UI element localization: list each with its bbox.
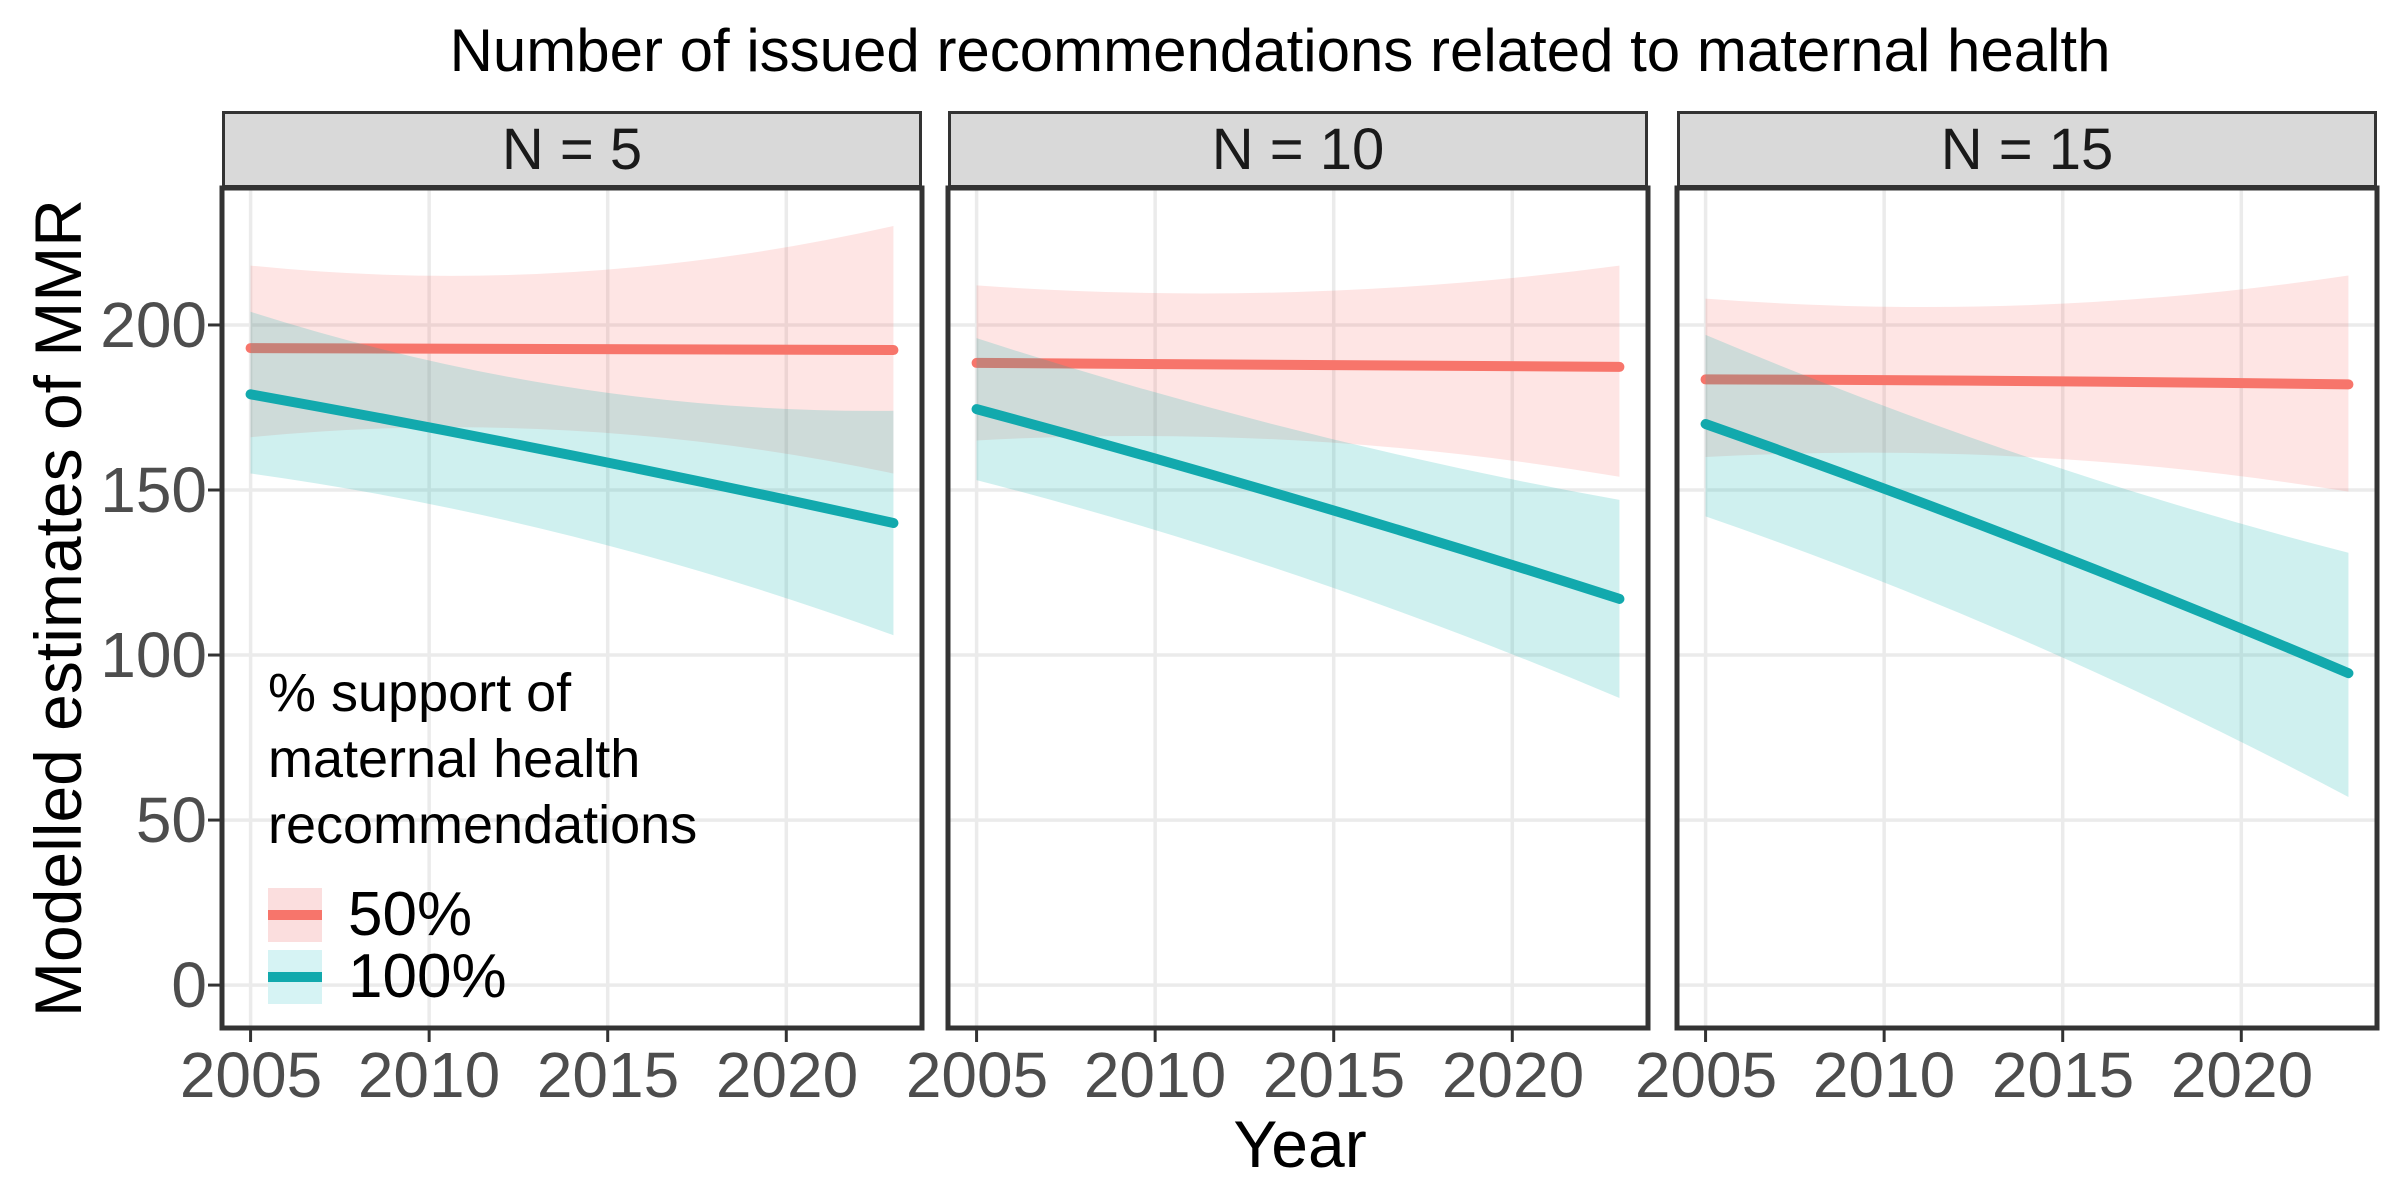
y-tick-label: 150 xyxy=(100,454,207,526)
facet-panel-n5 xyxy=(208,185,925,1042)
x-tick-label: 2005 xyxy=(905,1039,1049,1111)
panel-canvas xyxy=(945,185,1651,1042)
panel-canvas xyxy=(1674,185,2380,1042)
facet-strip-n15: N = 15 xyxy=(1677,111,2377,188)
legend-title: % support of maternal health recommendat… xyxy=(268,660,697,858)
legend-keys: 50% 100% xyxy=(268,880,697,1011)
legend-label: 100% xyxy=(348,942,507,1011)
x-tick-label: 2010 xyxy=(1812,1039,1956,1111)
x-tick-label: 2005 xyxy=(1634,1039,1778,1111)
legend-swatch-50 xyxy=(268,888,322,942)
x-tick-label: 2020 xyxy=(715,1039,859,1111)
panel-canvas xyxy=(208,185,925,1042)
legend: % support of maternal health recommendat… xyxy=(268,660,697,1012)
legend-line-sample-100 xyxy=(268,972,322,982)
y-tick-label: 50 xyxy=(135,784,207,856)
legend-label: 50% xyxy=(348,880,473,949)
x-tick-label: 2015 xyxy=(1262,1039,1406,1111)
facet-strip-label: N = 10 xyxy=(1211,117,1385,182)
chart-title: Number of issued recommendations related… xyxy=(449,17,2111,84)
y-tick-label: 100 xyxy=(100,619,207,691)
facet-strip-n5: N = 5 xyxy=(222,111,922,188)
x-tick-label: 2005 xyxy=(179,1039,323,1111)
x-tick-label: 2020 xyxy=(2170,1039,2314,1111)
x-axis-title: Year xyxy=(1233,1107,1367,1181)
facet-strip-label: N = 5 xyxy=(501,117,643,182)
x-tick-label: 2010 xyxy=(357,1039,501,1111)
x-tick-label: 2020 xyxy=(1441,1039,1585,1111)
legend-item-50: 50% xyxy=(268,880,697,949)
facet-strip-n10: N = 10 xyxy=(948,111,1648,188)
x-tick-label: 2015 xyxy=(1991,1039,2135,1111)
y-tick-label: 0 xyxy=(171,949,207,1021)
facet-panel-n10 xyxy=(945,185,1651,1042)
y-tick-label: 200 xyxy=(100,289,207,361)
legend-swatch-100 xyxy=(268,950,322,1004)
x-tick-label: 2010 xyxy=(1083,1039,1227,1111)
legend-line-sample-50 xyxy=(268,910,322,920)
y-axis-title: Modelled estimates of MMR xyxy=(21,199,95,1017)
x-tick-label: 2015 xyxy=(536,1039,680,1111)
legend-item-100: 100% xyxy=(268,942,697,1011)
facet-strip-label: N = 15 xyxy=(1940,117,2114,182)
legend-title-line: % support of xyxy=(268,663,572,723)
legend-title-line: recommendations xyxy=(268,795,698,855)
legend-title-line: maternal health xyxy=(268,729,641,789)
facet-panel-n15 xyxy=(1674,185,2380,1042)
